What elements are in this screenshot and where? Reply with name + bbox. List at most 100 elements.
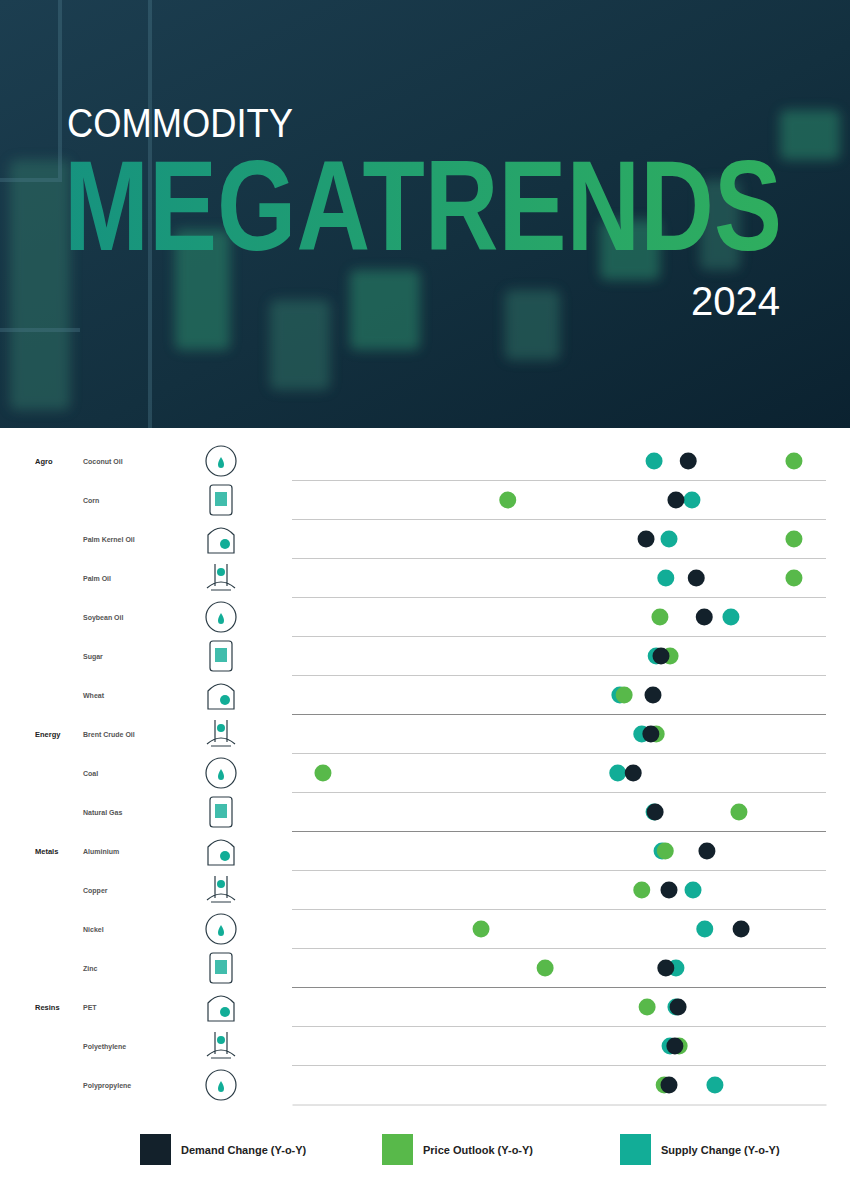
category-label: Aluminium <box>83 848 119 855</box>
category-label: Wheat <box>83 692 105 699</box>
icon <box>207 876 235 902</box>
icon <box>208 528 234 553</box>
header-decoration <box>505 290 560 360</box>
dot <box>683 492 700 509</box>
series <box>314 453 802 1094</box>
icon-part <box>207 564 235 590</box>
icon-part <box>217 724 225 732</box>
row-separator <box>292 714 826 715</box>
subtitle: 2024 <box>691 279 780 323</box>
dot <box>625 765 642 782</box>
icon <box>207 1032 235 1058</box>
icon-part <box>215 804 227 818</box>
dot <box>666 1038 683 1055</box>
icon-part <box>220 1007 230 1017</box>
dot <box>657 570 674 587</box>
header-decoration <box>10 160 70 410</box>
group-label: Agro <box>35 457 53 466</box>
dot <box>616 687 633 704</box>
dot <box>722 609 739 626</box>
header-decoration <box>780 110 840 160</box>
icon-part <box>217 1036 225 1044</box>
grid <box>292 481 826 1066</box>
row-separator <box>292 675 826 676</box>
icon-part <box>210 953 232 983</box>
dot <box>733 921 750 938</box>
icon-part <box>217 880 225 888</box>
icon-part <box>218 457 224 468</box>
icon <box>206 1070 236 1100</box>
dot <box>688 570 705 587</box>
dot <box>537 960 554 977</box>
category-label: Palm Oil <box>83 575 111 582</box>
dot <box>785 570 802 587</box>
dot <box>652 648 669 665</box>
icon <box>206 914 236 944</box>
icon-part <box>210 797 232 827</box>
icon <box>207 720 235 746</box>
icon-part <box>220 695 230 705</box>
legend-label: Demand Change (Y-o-Y) <box>181 1144 307 1156</box>
legend-swatch <box>620 1134 651 1165</box>
row-separator <box>292 480 826 481</box>
header: COMMODITYMEGATRENDS2024 <box>0 0 850 428</box>
icon <box>210 797 232 827</box>
icon <box>206 446 236 476</box>
dot <box>696 921 713 938</box>
icon <box>206 758 236 788</box>
row-separator <box>292 792 826 793</box>
series <box>625 453 750 1094</box>
dot <box>696 609 713 626</box>
dot <box>647 804 664 821</box>
dot <box>657 960 674 977</box>
row-separator <box>292 753 826 754</box>
dot <box>642 726 659 743</box>
icon <box>210 485 232 515</box>
icons <box>206 446 236 1100</box>
row-separator <box>292 597 826 598</box>
icon-part <box>207 1032 235 1058</box>
dot <box>680 453 697 470</box>
icon-part <box>207 720 235 746</box>
category-label: Sugar <box>83 653 103 661</box>
title-line: MEGATRENDS <box>64 134 782 277</box>
dot <box>661 531 678 548</box>
x-axis <box>293 1105 827 1106</box>
icon <box>210 953 232 983</box>
icon-part <box>206 1070 236 1100</box>
header-decoration <box>350 270 420 350</box>
icon-part <box>218 613 224 624</box>
x-axis-line <box>293 1105 827 1106</box>
dot <box>609 765 626 782</box>
legend-swatch <box>382 1134 413 1165</box>
icon-part <box>206 914 236 944</box>
group-label: Energy <box>35 730 61 739</box>
dot <box>661 1077 678 1094</box>
legend-label: Supply Change (Y-o-Y) <box>661 1144 780 1156</box>
icon-part <box>210 641 232 671</box>
category-label: Natural Gas <box>83 809 122 816</box>
icon-part <box>220 851 230 861</box>
dot <box>633 882 650 899</box>
icon-part <box>210 485 232 515</box>
category-label: Coconut Oil <box>83 458 123 465</box>
row-separator <box>292 1065 826 1066</box>
category-label: Polypropylene <box>83 1082 131 1090</box>
icon-part <box>207 876 235 902</box>
icon <box>208 996 234 1021</box>
legend: Demand Change (Y-o-Y)Price Outlook (Y-o-… <box>140 1134 780 1165</box>
group-label: Metals <box>35 847 58 856</box>
icon-part <box>206 446 236 476</box>
icon-part <box>208 684 234 709</box>
header-background <box>0 0 850 428</box>
dot <box>638 531 655 548</box>
row-separator <box>292 1026 826 1027</box>
icon <box>206 602 236 632</box>
icon <box>210 641 232 671</box>
category-label: Copper <box>83 887 108 895</box>
group-label: Resins <box>35 1003 60 1012</box>
icon <box>207 564 235 590</box>
dot <box>730 804 747 821</box>
icon-part <box>206 758 236 788</box>
icon-part <box>208 840 234 865</box>
